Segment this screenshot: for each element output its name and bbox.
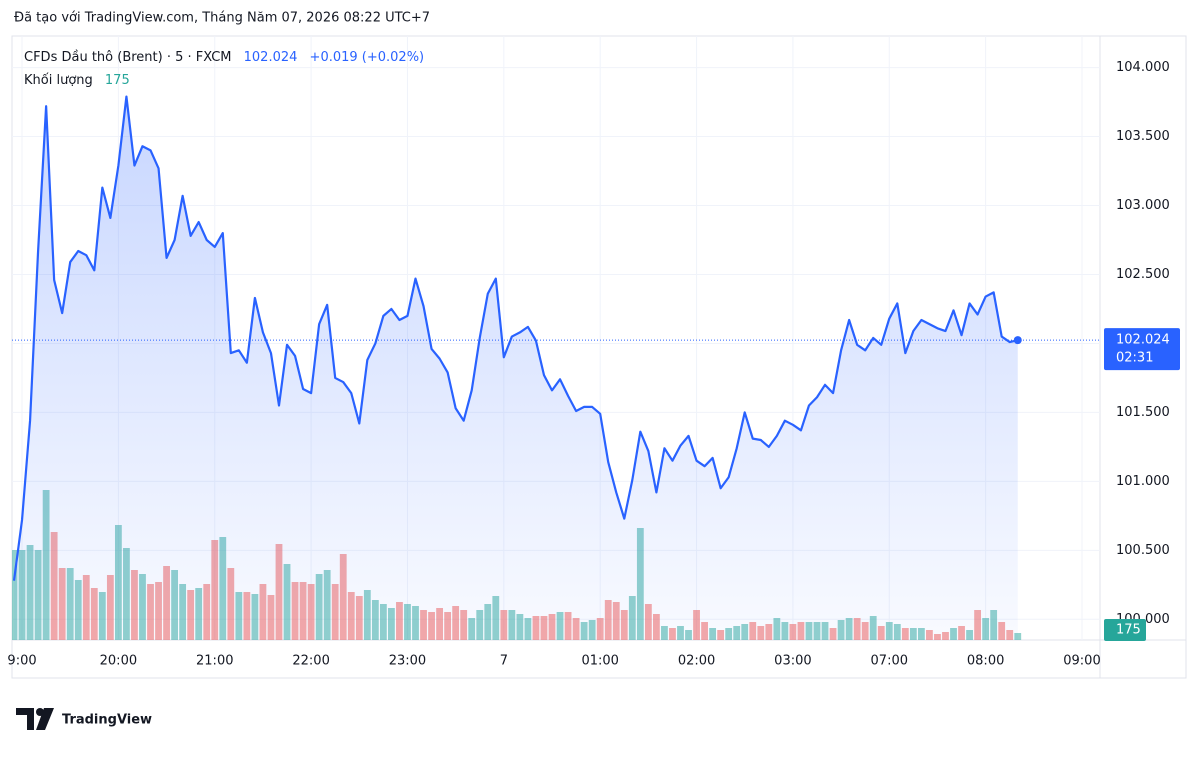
volume-label-box xyxy=(1104,619,1146,641)
x-tick-label: 21:00 xyxy=(196,654,233,669)
volume-name: Khối lượng xyxy=(24,73,93,88)
last-price-dot xyxy=(1013,336,1022,345)
chart-title: Đã tạo với TradingView.com, Tháng Năm 07… xyxy=(14,11,430,26)
last-price: 102.024 xyxy=(244,50,298,65)
price-label: 102.024 xyxy=(1116,333,1170,348)
x-tick-label: 08:00 xyxy=(967,654,1004,669)
volume-label: 175 xyxy=(1116,623,1141,638)
x-tick-label: 22:00 xyxy=(292,654,329,669)
x-tick-label: 23:00 xyxy=(389,654,426,669)
y-tick-label: 101.000 xyxy=(1116,474,1170,489)
brand-name: TradingView xyxy=(62,713,152,728)
plot-area xyxy=(12,95,1100,640)
logo-icon xyxy=(36,708,54,730)
x-tick-label: 07:00 xyxy=(871,654,908,669)
y-tick-label: 102.500 xyxy=(1116,267,1170,282)
chart-frame xyxy=(11,35,1187,679)
brand-logo: TradingView xyxy=(16,708,152,730)
price-area xyxy=(14,96,1018,640)
x-tick-label: 7 xyxy=(500,654,508,669)
axes: 100.000100.500101.000101.500102.000102.5… xyxy=(7,60,1180,669)
legend-volume: Khối lượng 175 xyxy=(24,73,130,88)
x-tick-label: 9:00 xyxy=(7,654,36,669)
legend-symbol: CFDs Dầu thô (Brent) · 5 · FXCM 102.024 … xyxy=(24,50,424,65)
y-tick-label: 101.500 xyxy=(1116,405,1170,420)
y-tick-label: 103.000 xyxy=(1116,198,1170,213)
price-label-box xyxy=(1104,328,1180,371)
x-tick-label: 20:00 xyxy=(100,654,137,669)
price-line xyxy=(12,95,1019,581)
series-name: CFDs Dầu thô (Brent) · 5 · FXCM xyxy=(24,50,232,65)
price-change: +0.019 (+0.02%) xyxy=(310,50,425,65)
x-tick-label: 03:00 xyxy=(774,654,811,669)
y-tick-label: 104.000 xyxy=(1116,60,1170,75)
x-tick-label: 09:00 xyxy=(1063,654,1100,669)
countdown: 02:31 xyxy=(1116,351,1153,366)
x-tick-label: 02:00 xyxy=(678,654,715,669)
y-tick-label: 103.500 xyxy=(1116,129,1170,144)
logo-icon xyxy=(16,708,34,730)
y-tick-label: 100.500 xyxy=(1116,543,1170,558)
last-volume: 175 xyxy=(105,73,130,88)
x-tick-label: 01:00 xyxy=(581,654,618,669)
